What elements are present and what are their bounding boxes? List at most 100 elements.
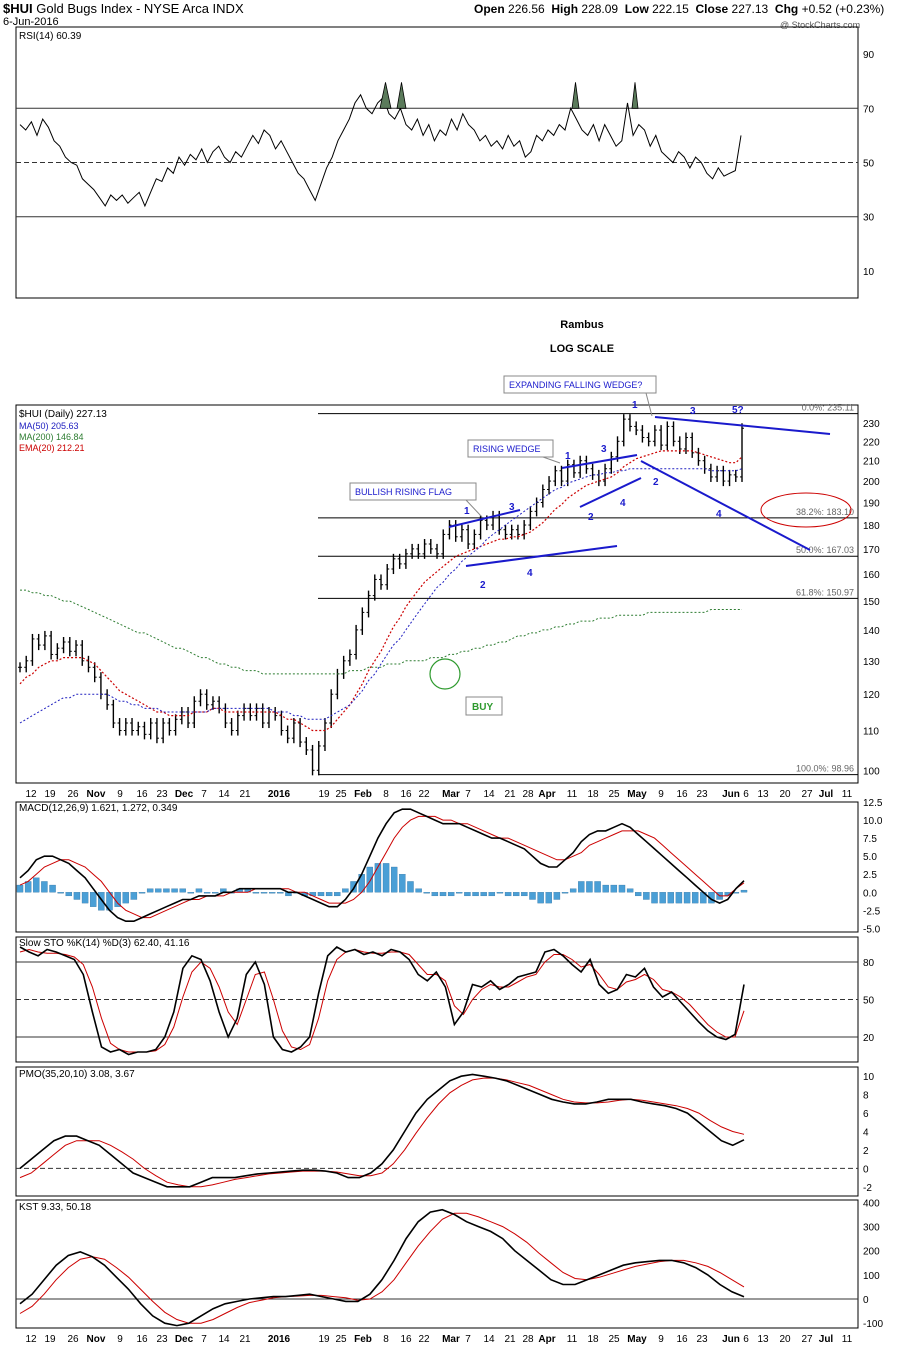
trendline <box>654 416 831 435</box>
macd-histogram-bar <box>252 892 260 894</box>
bottom-axis-date-label: 2016 <box>268 1334 291 1345</box>
macd-histogram-bar <box>504 892 512 897</box>
author-label: Rambus <box>560 319 603 331</box>
ema20-line <box>19 450 743 732</box>
price-tick-label: 180 <box>863 521 880 532</box>
kst-tick-label: -100 <box>863 1319 883 1330</box>
macd-histogram-bar <box>683 892 691 904</box>
wave-label: 4 <box>527 568 533 579</box>
chart-header-title: $HUI Gold Bugs Index - NYSE Arca INDX <box>3 1 244 16</box>
price-legend-title: $HUI (Daily) 227.13 <box>19 409 107 420</box>
macd-histogram-bar <box>423 892 430 894</box>
macd-histogram-bar <box>602 884 609 893</box>
macd-histogram-bar <box>431 892 439 897</box>
macd-histogram-bar <box>626 888 634 893</box>
fib-label: 38.2%: 183.10 <box>796 507 854 517</box>
high-label: High <box>551 2 579 16</box>
bottom-axis-date-label: 23 <box>696 1334 708 1345</box>
macd-histogram-bar <box>464 892 471 897</box>
pmo-line <box>19 1073 745 1188</box>
macd-histogram-bar <box>382 863 390 893</box>
pmo-tick-label: 2 <box>863 1146 869 1157</box>
open-label: Open <box>474 2 505 16</box>
low-value: 222.15 <box>652 2 689 16</box>
macd-histogram-bar <box>740 889 748 893</box>
bottom-axis-date-label: 19 <box>44 1334 56 1345</box>
pmo-tick-label: 10 <box>863 1072 875 1083</box>
ma200-line <box>20 589 742 675</box>
price-tick-label: 160 <box>863 570 880 581</box>
macd-histogram-bar <box>456 892 463 894</box>
wave-label: 5? <box>732 405 744 416</box>
macd-histogram-bar <box>57 892 64 894</box>
fib-label: 0.0%: 235.11 <box>802 403 854 413</box>
expanding-wedge-label: EXPANDING FALLING WEDGE? <box>509 380 642 390</box>
macd-histogram-bar <box>260 892 268 894</box>
bullish-flag-label-box <box>349 482 477 501</box>
rising-wedge-label-box <box>467 439 554 458</box>
bottom-axis-date-label: 28 <box>522 1334 534 1345</box>
macd-tick-label: -5.0 <box>863 924 881 935</box>
macd-histogram-bar <box>561 892 569 894</box>
rsi-tick-label: 10 <box>863 267 875 278</box>
price-axis-date-label: Jun <box>722 789 740 800</box>
fib-label: 61.8%: 150.97 <box>796 587 854 597</box>
macd-histogram-bar <box>594 881 601 893</box>
bottom-axis-date-label: 7 <box>201 1334 207 1345</box>
price-tick-label: 130 <box>863 657 880 668</box>
bottom-axis-date-label: 20 <box>779 1334 791 1345</box>
macd-histogram-bar <box>171 888 178 893</box>
target-circle <box>760 492 852 528</box>
wave-label: 3 <box>690 406 696 417</box>
bottom-axis-date-label: 8 <box>383 1334 389 1345</box>
trendline <box>579 477 642 508</box>
macd-histogram-bar <box>586 881 593 893</box>
bottom-axis-date-label: 13 <box>757 1334 769 1345</box>
macd-histogram-bar <box>659 892 666 904</box>
macd-histogram-bar <box>651 892 658 904</box>
kst-tick-label: 400 <box>863 1198 880 1209</box>
bottom-axis-date-label: 19 <box>318 1334 330 1345</box>
wave-label: 2 <box>480 580 486 591</box>
buy-label-box <box>465 696 503 716</box>
macd-histogram-bar <box>675 892 683 904</box>
pmo-tick-label: 0 <box>863 1164 869 1175</box>
macd-histogram-bar <box>480 892 487 897</box>
macd-histogram-bar <box>325 892 333 897</box>
price-axis-date-label: 23 <box>696 789 708 800</box>
ohlc-readout: Open 226.56 High 228.09 Low 222.15 Close… <box>474 2 884 16</box>
macd-histogram-bar <box>146 888 154 893</box>
macd-tick-label: 12.5 <box>863 798 883 809</box>
price-tick-label: 190 <box>863 498 880 509</box>
rsi-tick-label: 90 <box>863 50 875 61</box>
high-value: 228.09 <box>581 2 619 16</box>
wave-label: 4 <box>716 509 722 520</box>
chg-value: +0.52 (+0.23%) <box>801 2 885 16</box>
macd-histogram-bar <box>553 892 561 900</box>
sto-tick-label: 20 <box>863 1033 875 1044</box>
kst-tick-label: 100 <box>863 1271 880 1282</box>
wave-label: 3 <box>601 444 607 455</box>
macd-histogram-bar <box>16 884 24 893</box>
macd-histogram-bar <box>488 892 496 897</box>
price-axis-date-label: 19 <box>44 789 56 800</box>
bottom-axis-date-label: 18 <box>587 1334 599 1345</box>
macd-histogram-bar <box>513 892 520 897</box>
macd-histogram-bar <box>537 892 544 904</box>
price-axis-date-label: 22 <box>418 789 430 800</box>
bottom-axis-date-label: 9 <box>658 1334 664 1345</box>
macd-histogram-bar <box>277 892 284 894</box>
bottom-axis-date-label: Dec <box>175 1334 194 1345</box>
macd-histogram-bar <box>407 881 414 893</box>
price-axis-date-label: 11 <box>842 789 853 800</box>
watermark: @ StockCharts.com <box>780 20 861 30</box>
price-axis-date-label: 27 <box>801 789 813 800</box>
macd-panel-frame <box>15 801 859 933</box>
macd-line <box>19 808 745 923</box>
price-axis-date-label: 13 <box>757 789 769 800</box>
rsi-overbought-fill <box>571 82 580 109</box>
macd-histogram-bar <box>521 892 528 897</box>
pmo-panel-frame <box>15 1066 859 1197</box>
rsi-legend: RSI(14) 60.39 <box>19 31 82 42</box>
bottom-axis-date-label: Mar <box>442 1334 460 1345</box>
